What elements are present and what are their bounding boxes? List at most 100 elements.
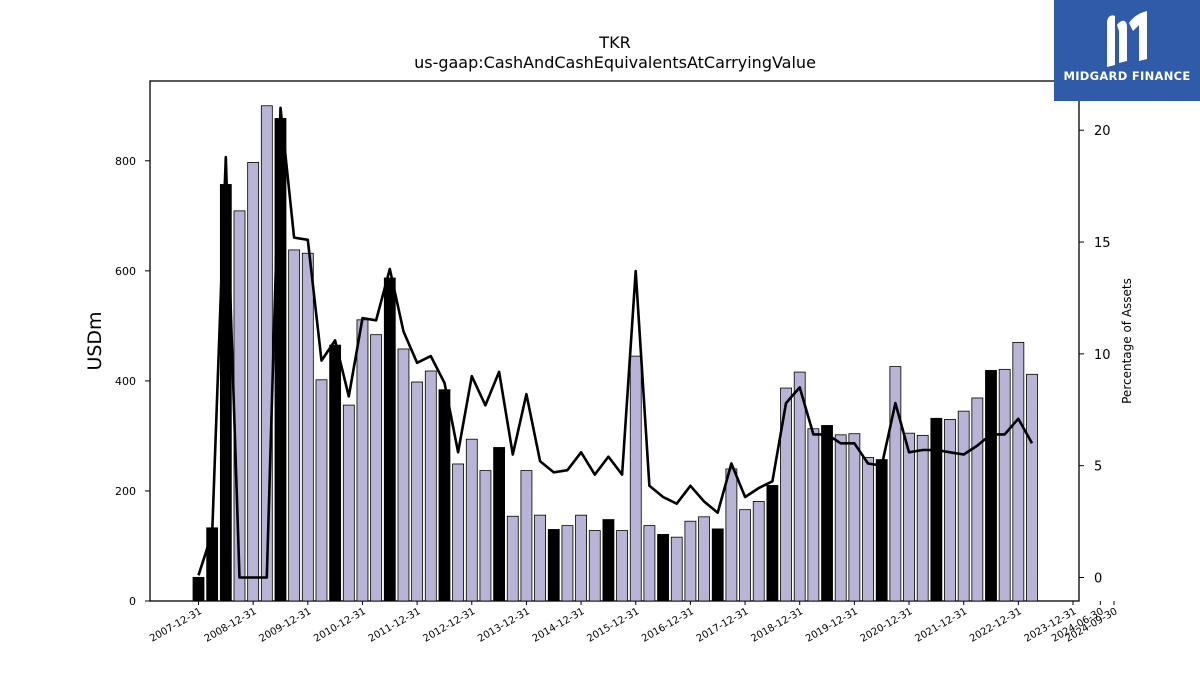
bar-2013-09-30 [506,515,519,602]
bar-2015-12-31 [629,355,642,602]
x-tick-label: 2007-12-31 [148,606,204,645]
bar-2016-03-31 [643,525,656,602]
bar-2019-12-31 [848,433,861,602]
bar-2011-09-30 [397,348,410,602]
y2-tick-label: 20 [1094,124,1111,139]
bar-2013-06-30 [493,447,506,602]
bar-2011-03-31 [370,334,383,602]
bar-2015-06-30 [602,519,615,602]
y-axis-label: USDm [84,311,106,370]
bar-2022-09-30 [998,368,1011,602]
x-axis: 2007-12-312008-12-312009-12-312010-12-31… [148,601,1119,645]
bar-2017-03-31 [698,516,710,602]
x-tick-label: 2015-12-31 [585,606,641,645]
bar-2018-03-31 [752,501,765,602]
bar-2022-12-31 [1012,341,1025,602]
y2-tick-label: 0 [1094,572,1102,587]
y-tick-label: 200 [115,485,136,498]
bar-2021-09-30 [944,419,956,602]
x-tick-label: 2017-12-31 [695,606,751,645]
bar-2014-12-31 [575,514,587,602]
y-tick-label: 400 [115,375,136,388]
bar-2019-06-30 [821,425,833,602]
bar-2019-03-31 [807,428,820,602]
bar-2009-03-31 [260,105,273,602]
left-axis: 0 200 400 600 800 [115,155,150,608]
y-tick-label: 600 [115,265,136,278]
bar-2022-06-30 [985,370,997,602]
bar-2023-03-31 [1026,373,1038,602]
x-tick-label: 2012-12-31 [421,606,477,645]
bar-2017-09-30 [725,468,738,602]
bar-2016-06-30 [657,534,669,602]
y-tick-label: 800 [115,155,136,168]
bar-2016-09-30 [670,536,683,602]
bar-2018-09-30 [780,387,792,602]
bar-2015-03-31 [588,530,601,602]
bar-2012-12-31 [465,438,478,602]
x-tick-label: 2008-12-31 [203,606,259,645]
bar-2009-09-30 [288,249,301,602]
x-tick-label: 2010-12-31 [312,606,368,645]
chart-title: TKR [598,33,630,52]
bar-2010-12-31 [356,319,369,602]
bar-2013-03-31 [479,470,492,602]
logo-text: MIDGARD FINANCE [1063,69,1191,83]
bar-2017-12-31 [739,509,751,602]
bar-2014-06-30 [547,529,560,602]
bar-2008-03-31 [206,527,219,602]
bar-2008-12-31 [247,162,260,602]
bar-2020-12-31 [903,432,915,602]
bar-2015-09-30 [616,530,628,602]
bar-2020-03-31 [862,456,874,602]
right-axis: 0 5 10 15 20 [1079,124,1111,587]
x-tick-label: 2018-12-31 [749,606,805,645]
bar-2020-06-30 [875,459,888,602]
bar-2010-09-30 [342,404,355,602]
x-tick-label: 2011-12-31 [367,606,423,645]
bar-2010-03-31 [315,379,328,602]
bar-2018-12-31 [793,371,806,602]
bar-2012-09-30 [452,463,465,602]
y2-axis-label: Percentage of Assets [1120,278,1134,404]
bar-2010-06-30 [329,344,342,602]
bar-2020-09-30 [889,366,902,602]
midgard-finance-logo: MIDGARD FINANCE [1054,0,1200,101]
bar-2014-09-30 [561,525,574,602]
bar-2021-12-31 [957,410,970,602]
y2-tick-label: 15 [1094,236,1111,251]
x-tick-label: 2022-12-31 [968,606,1024,645]
bar-2021-06-30 [930,417,943,602]
x-tick-label: 2021-12-31 [913,606,969,645]
x-tick-label: 2020-12-31 [859,606,915,645]
y2-tick-label: 10 [1094,348,1111,363]
x-tick-label: 2019-12-31 [804,606,860,645]
bar-2019-09-30 [834,434,847,602]
bar-2014-03-31 [534,514,546,602]
x-tick-label: 2016-12-31 [640,606,696,645]
bar-2021-03-31 [916,434,929,602]
percentage-line [197,106,1034,579]
bar-2017-06-30 [711,528,724,602]
bar-2009-06-30 [274,118,287,602]
x-tick-label: 2009-12-31 [257,606,313,645]
bar-2016-12-31 [684,520,697,602]
x-tick-label: 2013-12-31 [476,606,532,645]
bar-2011-06-30 [383,277,396,602]
bar-2011-12-31 [411,381,424,602]
y-tick-label: 0 [129,595,136,608]
y2-tick-label: 5 [1094,460,1102,475]
bar-2009-12-31 [301,252,314,602]
bar-2007-12-31 [192,576,205,602]
plot-frame [149,80,1080,602]
chart-subtitle: us-gaap:CashAndCashEquivalentsAtCarrying… [414,53,816,72]
x-tick-label: 2014-12-31 [531,606,587,645]
bar-2012-03-31 [424,370,437,602]
percentage-series-line [197,106,1034,579]
bar-2022-03-31 [971,397,984,602]
bar-2012-06-30 [438,389,451,602]
bar-2013-12-31 [520,470,533,602]
logo-mark-icon [1107,11,1147,67]
bar-2018-06-30 [766,485,779,602]
